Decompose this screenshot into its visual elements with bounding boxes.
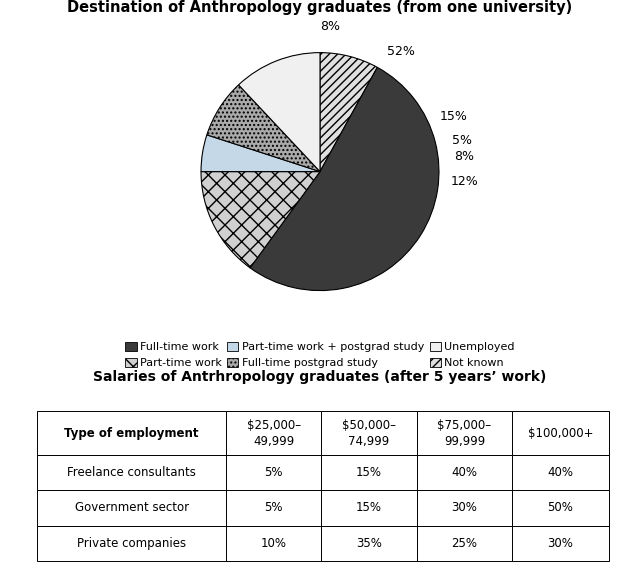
Text: $100,000+: $100,000+ bbox=[528, 427, 593, 439]
FancyBboxPatch shape bbox=[226, 490, 321, 526]
Wedge shape bbox=[320, 53, 378, 172]
FancyBboxPatch shape bbox=[321, 455, 417, 490]
FancyBboxPatch shape bbox=[226, 455, 321, 490]
Text: 5%: 5% bbox=[452, 134, 472, 146]
FancyBboxPatch shape bbox=[417, 526, 512, 561]
Wedge shape bbox=[239, 53, 320, 172]
Text: 30%: 30% bbox=[548, 537, 573, 550]
Title: Destination of Anthropology graduates (from one university): Destination of Anthropology graduates (f… bbox=[67, 0, 573, 15]
Text: 15%: 15% bbox=[440, 110, 468, 122]
Text: Type of employment: Type of employment bbox=[65, 427, 199, 439]
Text: 40%: 40% bbox=[451, 466, 477, 479]
Text: 8%: 8% bbox=[320, 20, 340, 33]
FancyBboxPatch shape bbox=[226, 526, 321, 561]
Text: 25%: 25% bbox=[451, 537, 477, 550]
Wedge shape bbox=[207, 85, 320, 172]
Text: 8%: 8% bbox=[454, 150, 474, 163]
FancyBboxPatch shape bbox=[321, 490, 417, 526]
Text: Government sector: Government sector bbox=[75, 502, 189, 514]
Text: 15%: 15% bbox=[356, 502, 382, 514]
Text: 5%: 5% bbox=[264, 502, 283, 514]
FancyBboxPatch shape bbox=[321, 411, 417, 455]
Text: 10%: 10% bbox=[260, 537, 287, 550]
Text: $50,000–
74,999: $50,000– 74,999 bbox=[342, 419, 396, 447]
FancyBboxPatch shape bbox=[417, 411, 512, 455]
Text: 52%: 52% bbox=[387, 45, 415, 58]
Text: Freelance consultants: Freelance consultants bbox=[67, 466, 196, 479]
Legend: Full-time work, Part-time work, Part-time work + postgrad study, Full-time postg: Full-time work, Part-time work, Part-tim… bbox=[125, 342, 515, 368]
FancyBboxPatch shape bbox=[512, 526, 609, 561]
FancyBboxPatch shape bbox=[37, 526, 226, 561]
FancyBboxPatch shape bbox=[512, 455, 609, 490]
FancyBboxPatch shape bbox=[37, 490, 226, 526]
Text: 30%: 30% bbox=[452, 502, 477, 514]
FancyBboxPatch shape bbox=[37, 455, 226, 490]
Text: Salaries of Antrhropology graduates (after 5 years’ work): Salaries of Antrhropology graduates (aft… bbox=[93, 370, 547, 384]
Text: 5%: 5% bbox=[264, 466, 283, 479]
FancyBboxPatch shape bbox=[226, 411, 321, 455]
Text: 50%: 50% bbox=[548, 502, 573, 514]
Text: $25,000–
49,999: $25,000– 49,999 bbox=[246, 419, 301, 447]
FancyBboxPatch shape bbox=[417, 490, 512, 526]
FancyBboxPatch shape bbox=[512, 490, 609, 526]
Wedge shape bbox=[250, 67, 439, 291]
FancyBboxPatch shape bbox=[37, 411, 226, 455]
FancyBboxPatch shape bbox=[321, 526, 417, 561]
Text: 12%: 12% bbox=[451, 175, 479, 188]
Text: Private companies: Private companies bbox=[77, 537, 186, 550]
Text: $75,000–
99,999: $75,000– 99,999 bbox=[437, 419, 492, 447]
Text: 15%: 15% bbox=[356, 466, 382, 479]
FancyBboxPatch shape bbox=[417, 455, 512, 490]
Wedge shape bbox=[201, 172, 320, 268]
Text: 40%: 40% bbox=[547, 466, 573, 479]
Wedge shape bbox=[201, 135, 320, 172]
FancyBboxPatch shape bbox=[512, 411, 609, 455]
Text: 35%: 35% bbox=[356, 537, 382, 550]
